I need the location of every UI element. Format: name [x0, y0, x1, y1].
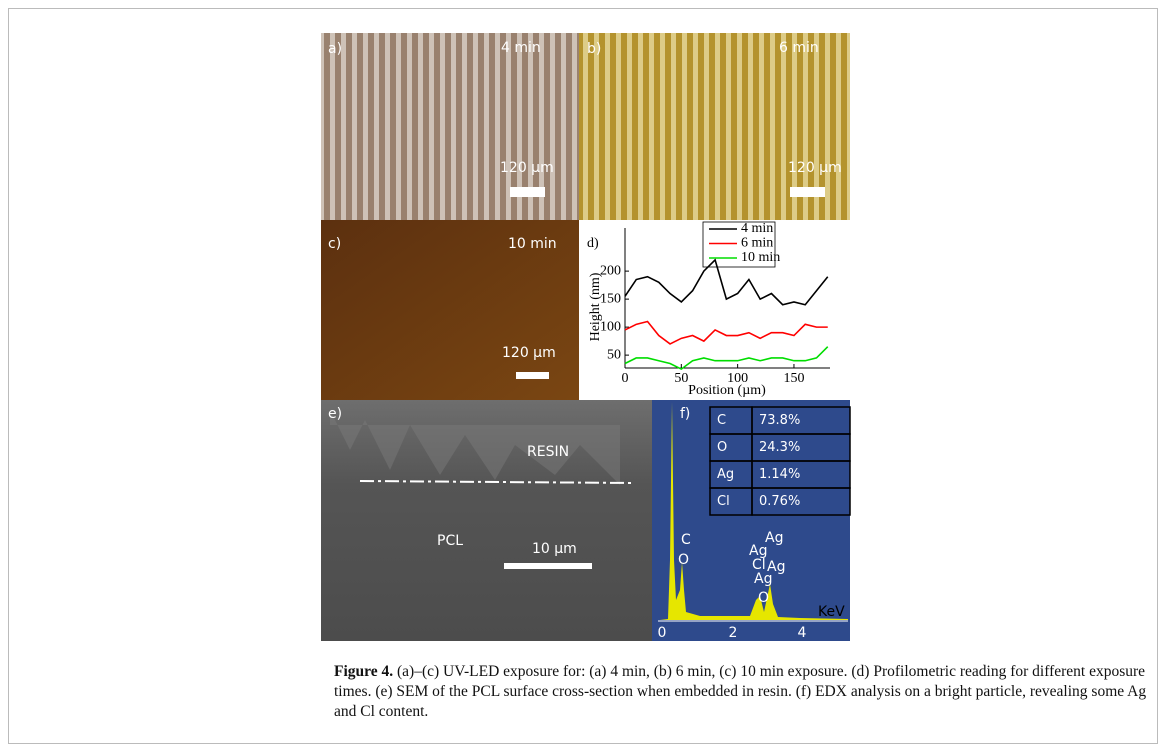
legend-label: 10 min	[741, 250, 780, 265]
table-text: C	[717, 413, 726, 428]
panel-label: d)	[587, 236, 599, 251]
peak-label: Ag	[754, 571, 772, 587]
scale-label: 120 µm	[500, 160, 554, 176]
y-tick-label: 100	[600, 319, 621, 334]
time-label: 6 min	[779, 40, 819, 56]
time-label: 10 min	[508, 236, 557, 252]
scale-bar	[516, 372, 549, 379]
y-tick-label: 150	[600, 291, 621, 306]
scale-bar	[790, 187, 825, 197]
region-label: PCL	[437, 533, 463, 549]
scale-bar	[510, 187, 545, 197]
figure: a) 4 min 120 µm b) 6 min 120 µm c) 10 mi…	[0, 0, 1167, 650]
legend-label: 6 min	[741, 236, 773, 251]
caption: Figure 4. (a)–(c) UV-LED exposure for: (…	[334, 662, 1149, 722]
panel-label: c)	[328, 236, 341, 252]
peak-label: Ag	[765, 530, 783, 546]
y-tick-label: 200	[600, 263, 621, 278]
table-text: 1.14%	[759, 467, 800, 482]
caption-text: (a)–(c) UV-LED exposure for: (a) 4 min, …	[334, 663, 1146, 720]
x-tick-label: 150	[783, 371, 804, 386]
x-tick-label: 100	[727, 371, 748, 386]
x-tick-label: 2	[729, 625, 738, 641]
table-text: Cl	[717, 494, 730, 509]
caption-label: Figure 4.	[334, 663, 393, 680]
page: a) 4 min 120 µm b) 6 min 120 µm c) 10 mi…	[0, 0, 1167, 753]
panel-label: a)	[328, 41, 342, 57]
x-tick-label: 0	[622, 371, 629, 386]
y-tick-label: 50	[607, 347, 621, 362]
peak-label: O	[678, 552, 689, 568]
peak-label: O	[758, 590, 769, 606]
peak-label: C	[681, 532, 691, 548]
legend-label: 4 min	[741, 221, 773, 236]
table-text: 24.3%	[759, 440, 800, 455]
table-text: Ag	[717, 467, 734, 482]
x-tick-label: 4	[798, 625, 807, 641]
scale-label: 10 µm	[532, 541, 577, 557]
panel-label: b)	[587, 41, 601, 57]
scale-label: 120 µm	[788, 160, 842, 176]
panel-label: f)	[680, 406, 690, 422]
time-label: 4 min	[501, 40, 541, 56]
scale-bar	[504, 563, 592, 569]
table-text: 73.8%	[759, 413, 800, 428]
x-tick-label: 0	[658, 625, 667, 641]
table-text: O	[717, 440, 727, 455]
axis-unit: KeV	[818, 604, 845, 620]
table-text: 0.76%	[759, 494, 800, 509]
panel-label: e)	[328, 406, 342, 422]
scale-label: 120 µm	[502, 345, 556, 361]
x-tick-label: 50	[674, 371, 688, 386]
region-label: RESIN	[527, 444, 569, 460]
